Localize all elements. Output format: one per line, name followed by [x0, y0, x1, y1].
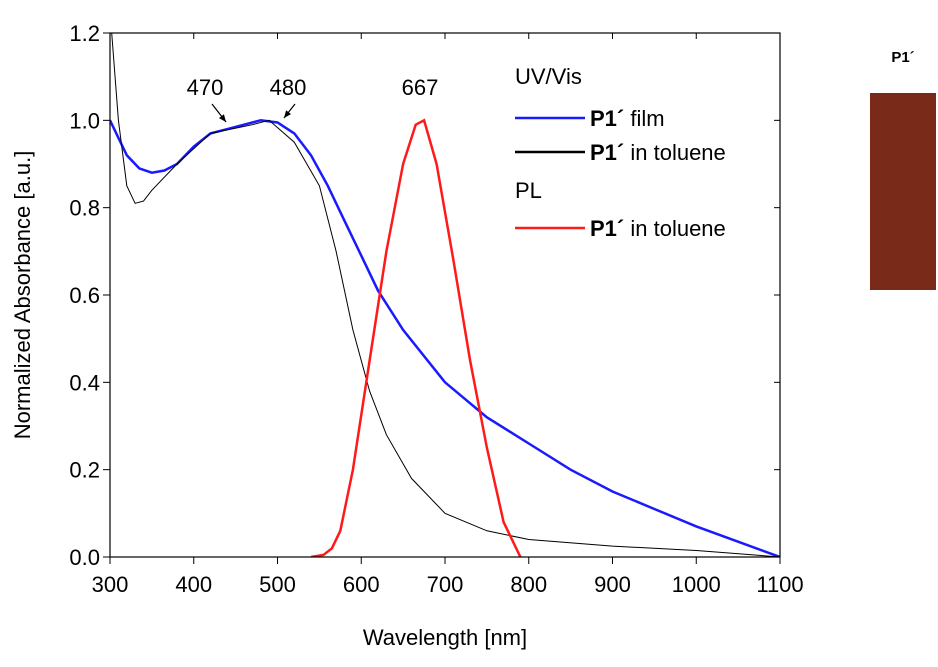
sample-swatch	[870, 93, 936, 290]
x-tick-label: 700	[427, 572, 464, 597]
y-tick-label: 0.6	[69, 283, 100, 308]
y-tick-label: 1.2	[69, 21, 100, 46]
y-tick-label: 0.4	[69, 370, 100, 395]
series-line	[110, 119, 780, 557]
legend-label: P1´ film	[590, 106, 665, 131]
legend-label: P1´ in toluene	[590, 216, 726, 241]
sample-label: P1´	[891, 49, 914, 66]
series-line	[310, 118, 522, 557]
x-tick-label: 1000	[672, 572, 721, 597]
x-tick-label: 400	[175, 572, 212, 597]
arrow-head	[219, 114, 226, 122]
y-axis-label: Normalized Absorbance [a.u.]	[10, 151, 35, 440]
x-axis-label: Wavelength [nm]	[363, 625, 527, 650]
y-tick-label: 0.0	[69, 545, 100, 570]
x-tick-label: 500	[259, 572, 296, 597]
x-tick-label: 600	[343, 572, 380, 597]
x-tick-label: 900	[594, 572, 631, 597]
x-tick-label: 800	[510, 572, 547, 597]
x-tick-label: 1100	[756, 572, 803, 597]
annotation: 470	[187, 75, 224, 100]
arrow-head	[284, 110, 292, 118]
y-tick-label: 0.2	[69, 458, 100, 483]
annotation: 667	[402, 75, 439, 100]
annotation: 480	[270, 75, 307, 100]
legend-label: P1´ in toluene	[590, 140, 726, 165]
y-tick-label: 1.0	[69, 108, 100, 133]
plot-frame	[109, 32, 781, 558]
x-tick-label: 300	[92, 572, 129, 597]
legend-group: PL	[515, 178, 542, 203]
legend-group: UV/Vis	[515, 64, 582, 89]
y-tick-label: 0.8	[69, 196, 100, 221]
series-line	[111, 33, 780, 557]
